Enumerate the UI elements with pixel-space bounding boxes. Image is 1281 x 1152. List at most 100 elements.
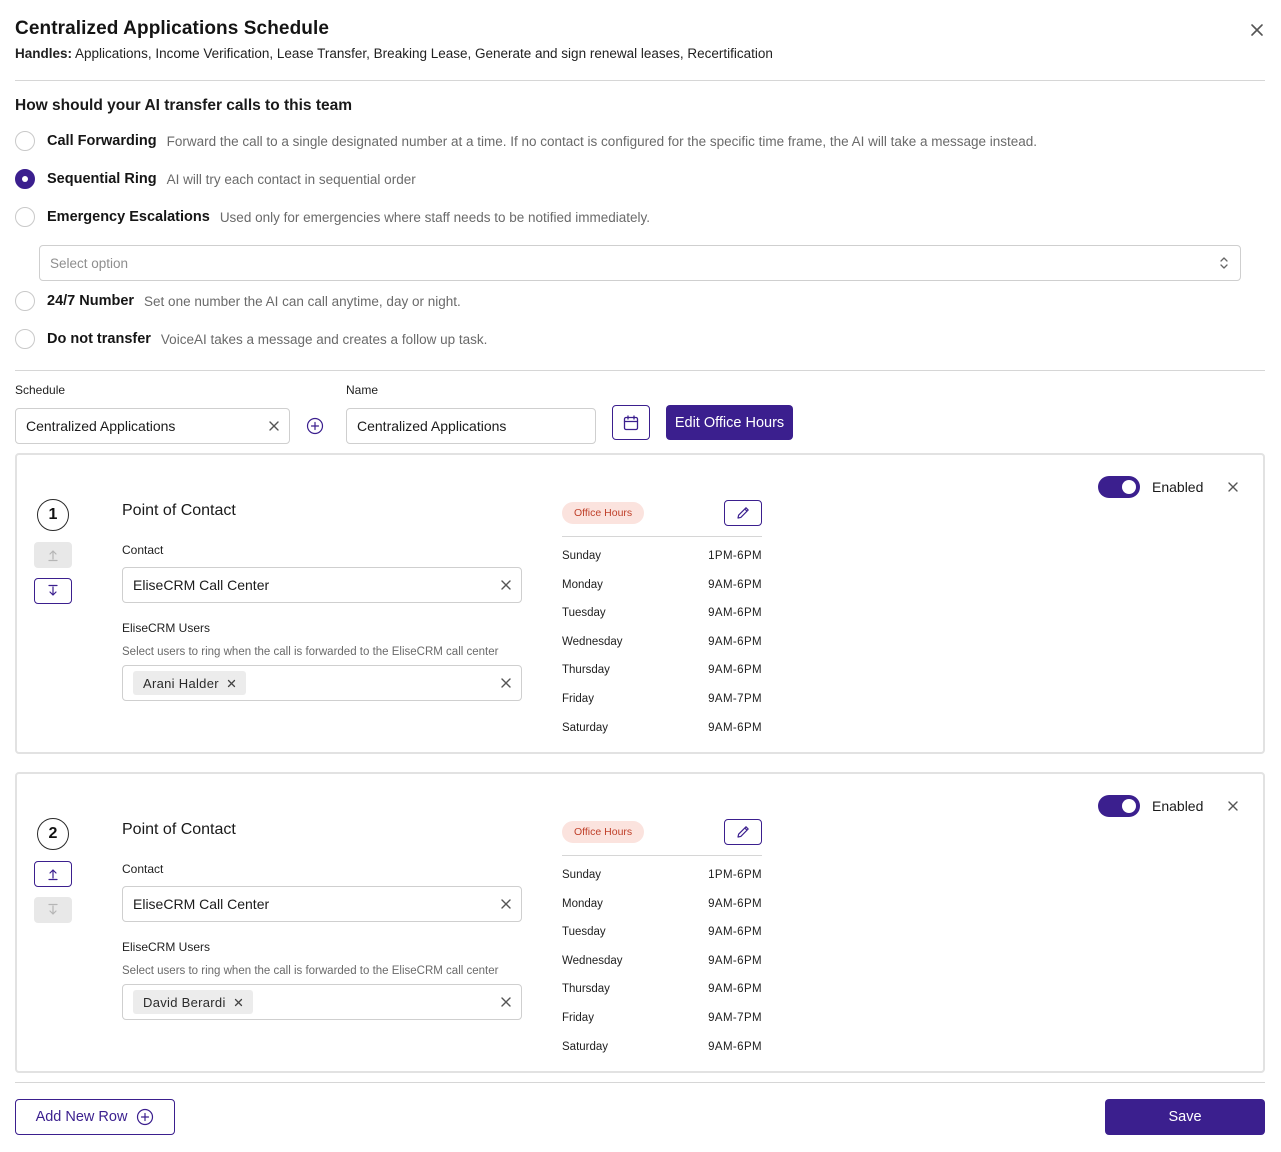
- radio-emergency-escalations[interactable]: [15, 207, 35, 227]
- handles-value: Applications, Income Verification, Lease…: [72, 46, 773, 61]
- radio-sequential-ring[interactable]: [15, 169, 35, 189]
- handles-text: Handles: Applications, Income Verificati…: [15, 46, 773, 61]
- day: Saturday: [562, 722, 609, 734]
- point-of-contact-title: Point of Contact: [122, 502, 236, 519]
- hours-row: Tuesday 9AM-6PM: [562, 924, 762, 940]
- users-helper-text: Select users to ring when the call is fo…: [122, 646, 499, 658]
- option-description: Set one number the AI can call anytime, …: [144, 293, 461, 309]
- contact-card: 2 Point of Contact Contact EliseCRM Call…: [15, 772, 1265, 1073]
- transfer-heading: How should your AI transfer calls to thi…: [15, 97, 353, 114]
- option-do-not-transfer[interactable]: Do not transfer VoiceAI takes a message …: [15, 328, 487, 350]
- day: Friday: [562, 693, 594, 705]
- chevron-up-down-icon: [1220, 257, 1228, 269]
- clear-icon[interactable]: [500, 579, 512, 591]
- name-input[interactable]: Centralized Applications: [346, 408, 596, 444]
- day: Wednesday: [562, 955, 623, 967]
- day: Saturday: [562, 1041, 609, 1053]
- pencil-icon: [737, 826, 749, 838]
- escalation-select[interactable]: Select option: [39, 245, 1241, 281]
- option-label: 24/7 Number: [47, 293, 135, 309]
- name-value: Centralized Applications: [357, 418, 507, 434]
- move-up-button[interactable]: [34, 861, 72, 887]
- add-new-row-button[interactable]: Add New Row: [15, 1099, 175, 1135]
- time: 1PM-6PM: [708, 550, 762, 562]
- remove-chip-icon[interactable]: [234, 998, 243, 1007]
- calendar-icon: [623, 414, 639, 430]
- day: Tuesday: [562, 926, 606, 938]
- enabled-toggle[interactable]: [1098, 795, 1140, 817]
- hours-divider: [562, 536, 762, 537]
- day: Friday: [562, 1012, 594, 1024]
- time: 9AM-6PM: [708, 898, 762, 910]
- hours-row: Wednesday 9AM-6PM: [562, 953, 762, 969]
- radio-call-forwarding[interactable]: [15, 131, 35, 151]
- time: 9AM-6PM: [708, 1041, 762, 1053]
- clear-icon[interactable]: [500, 898, 512, 910]
- contact-select[interactable]: EliseCRM Call Center: [122, 886, 522, 922]
- contact-order-number: 2: [37, 818, 69, 850]
- remove-contact-icon[interactable]: [1226, 799, 1240, 813]
- point-of-contact-title: Point of Contact: [122, 821, 236, 838]
- select-placeholder: Select option: [50, 255, 129, 271]
- time: 1PM-6PM: [708, 869, 762, 881]
- clear-icon[interactable]: [500, 996, 512, 1008]
- edit-hours-button[interactable]: [724, 500, 762, 526]
- option-description: VoiceAI takes a message and creates a fo…: [160, 331, 488, 347]
- handles-label: Handles:: [15, 46, 73, 61]
- option-emergency-escalations[interactable]: Emergency Escalations Used only for emer…: [15, 206, 650, 228]
- users-multiselect[interactable]: Arani Halder: [122, 665, 522, 701]
- remove-chip-icon[interactable]: [227, 679, 236, 688]
- users-helper-text: Select users to ring when the call is fo…: [122, 965, 499, 977]
- time: 9AM-6PM: [708, 926, 762, 938]
- modal-title: Centralized Applications Schedule: [15, 18, 330, 39]
- divider: [15, 1082, 1265, 1083]
- contact-value: EliseCRM Call Center: [133, 896, 270, 912]
- hours-row: Wednesday 9AM-6PM: [562, 634, 762, 650]
- hours-row: Thursday 9AM-6PM: [562, 981, 762, 997]
- time: 9AM-6PM: [708, 664, 762, 676]
- time: 9AM-6PM: [708, 607, 762, 619]
- move-down-button[interactable]: [34, 897, 72, 923]
- calendar-button[interactable]: [612, 405, 650, 440]
- user-chip: David Berardi: [133, 990, 253, 1014]
- day: Monday: [562, 579, 603, 591]
- hours-row: Friday 9AM-7PM: [562, 691, 762, 707]
- option-24-7-number[interactable]: 24/7 Number Set one number the AI can ca…: [15, 290, 461, 312]
- radio-24-7-number[interactable]: [15, 291, 35, 311]
- plus-circle-icon: [137, 1108, 154, 1126]
- office-hours-badge: Office Hours: [562, 502, 645, 524]
- users-multiselect[interactable]: David Berardi: [122, 984, 522, 1020]
- clear-icon[interactable]: [268, 420, 280, 432]
- enabled-toggle[interactable]: [1098, 476, 1140, 498]
- contact-label: Contact: [122, 862, 164, 876]
- arrow-up-icon: [48, 550, 58, 562]
- user-chip-label: Arani Halder: [143, 675, 219, 691]
- schedule-select[interactable]: Centralized Applications: [15, 408, 290, 444]
- clear-icon[interactable]: [500, 677, 512, 689]
- edit-office-hours-button[interactable]: Edit Office Hours: [666, 405, 793, 440]
- enabled-label: Enabled: [1152, 798, 1204, 814]
- user-chip: Arani Halder: [133, 671, 246, 695]
- radio-do-not-transfer[interactable]: [15, 329, 35, 349]
- users-label: EliseCRM Users: [122, 940, 211, 954]
- hours-row: Saturday 9AM-6PM: [562, 720, 762, 736]
- move-down-button[interactable]: [34, 578, 72, 604]
- time: 9AM-6PM: [708, 579, 762, 591]
- add-schedule-icon[interactable]: [306, 417, 324, 435]
- move-up-button[interactable]: [34, 542, 72, 568]
- edit-hours-button[interactable]: [724, 819, 762, 845]
- remove-contact-icon[interactable]: [1226, 480, 1240, 494]
- contact-value: EliseCRM Call Center: [133, 577, 270, 593]
- option-call-forwarding[interactable]: Call Forwarding Forward the call to a si…: [15, 130, 1037, 152]
- hours-row: Sunday 1PM-6PM: [562, 867, 762, 883]
- option-sequential-ring[interactable]: Sequential Ring AI will try each contact…: [15, 168, 416, 190]
- option-label: Sequential Ring: [47, 171, 157, 187]
- hours-row: Saturday 9AM-6PM: [562, 1039, 762, 1055]
- arrow-down-icon: [48, 903, 58, 915]
- day: Thursday: [562, 983, 610, 995]
- close-icon[interactable]: [1247, 20, 1267, 40]
- save-button[interactable]: Save: [1105, 1099, 1265, 1135]
- arrow-down-icon: [48, 584, 58, 596]
- contact-select[interactable]: EliseCRM Call Center: [122, 567, 522, 603]
- enabled-label: Enabled: [1152, 479, 1204, 495]
